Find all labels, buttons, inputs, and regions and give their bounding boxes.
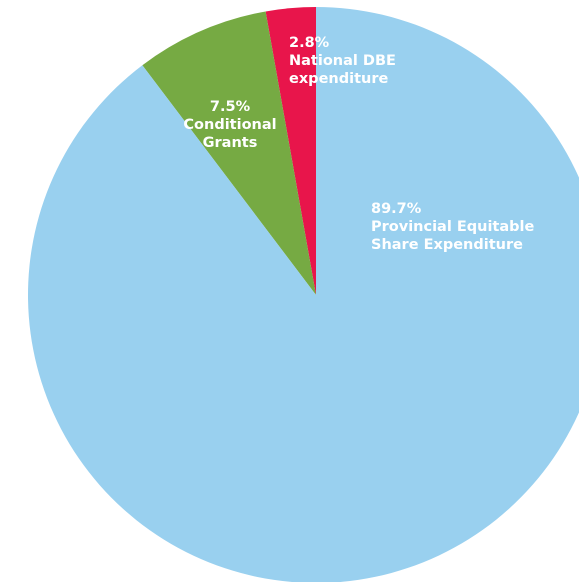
slice-category-label: Grants (203, 135, 258, 151)
slice-percent-label: 7.5% (210, 99, 251, 115)
pie-slice-provincial-equitable-share-expenditure (28, 7, 579, 582)
pie-slice-conditional-grants (142, 11, 316, 296)
pie-labels: 2.8% National DBE expenditure 7.5% Condition… (183, 35, 534, 253)
slice-percent-label: 2.8% (289, 35, 330, 51)
slice-category-label: Conditional (183, 117, 276, 133)
slice-category-label: expenditure (289, 71, 388, 87)
pie-slice-national-dbe-expenditure (265, 7, 316, 295)
slice-category-label: Share Expenditure (371, 237, 523, 253)
slice-category-label: National DBE (289, 53, 396, 69)
slice-label-1: 7.5% Conditional Grants (183, 99, 276, 151)
slice-percent-label: 89.7% (371, 201, 422, 217)
slice-label-2: 89.7% Provincial Equitable Share Expenditu… (371, 201, 534, 253)
slice-label-0: 2.8% National DBE expenditure (289, 35, 396, 87)
slice-category-label: Provincial Equitable (371, 219, 534, 235)
pie-slices (28, 7, 579, 582)
